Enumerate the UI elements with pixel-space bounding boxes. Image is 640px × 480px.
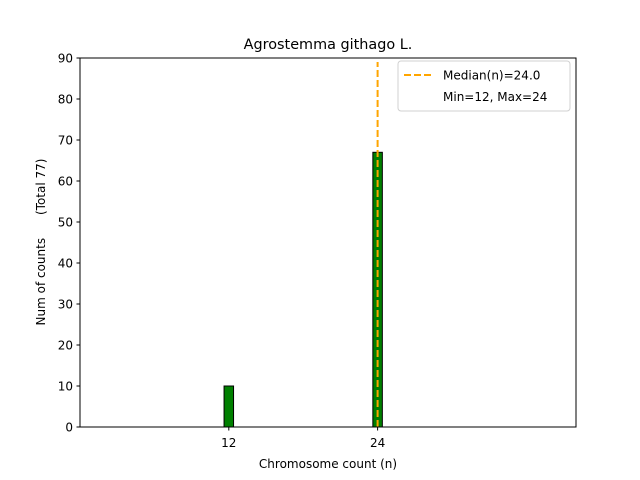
legend-median-label: Median(n)=24.0 xyxy=(443,69,540,83)
legend: Median(n)=24.0 Min=12, Max=24 xyxy=(397,60,571,112)
y-tick-label-20: 20 xyxy=(58,338,73,352)
x-axis-ticks: 12 24 xyxy=(221,427,385,450)
chart-title: Agrostemma githago L. xyxy=(244,37,413,53)
axes-frame xyxy=(79,57,577,428)
y-tick-label-30: 30 xyxy=(58,297,73,311)
legend-box xyxy=(397,60,571,112)
y-tick-label-0: 0 xyxy=(65,420,73,434)
x-axis-label: Chromosome count (n) xyxy=(259,457,397,471)
y-tick-label-80: 80 xyxy=(58,92,73,106)
bar-12 xyxy=(223,385,235,428)
y-tick-label-40: 40 xyxy=(58,256,73,270)
legend-minmax-label: Min=12, Max=24 xyxy=(443,90,547,104)
bars-group xyxy=(80,151,383,428)
y-axis-ticks: 0 10 20 30 40 50 60 70 80 90 xyxy=(58,51,80,434)
y-tick-label-70: 70 xyxy=(58,133,73,147)
y-tick-label-10: 10 xyxy=(58,379,73,393)
y-tick-label-60: 60 xyxy=(58,174,73,188)
y-tick-label-50: 50 xyxy=(58,215,73,229)
y-tick-label-90: 90 xyxy=(58,51,73,65)
y-axis-label: Num of counts (Total 77) xyxy=(34,159,48,326)
x-tick-label-12: 12 xyxy=(221,436,236,450)
x-tick-label-24: 24 xyxy=(370,436,385,450)
